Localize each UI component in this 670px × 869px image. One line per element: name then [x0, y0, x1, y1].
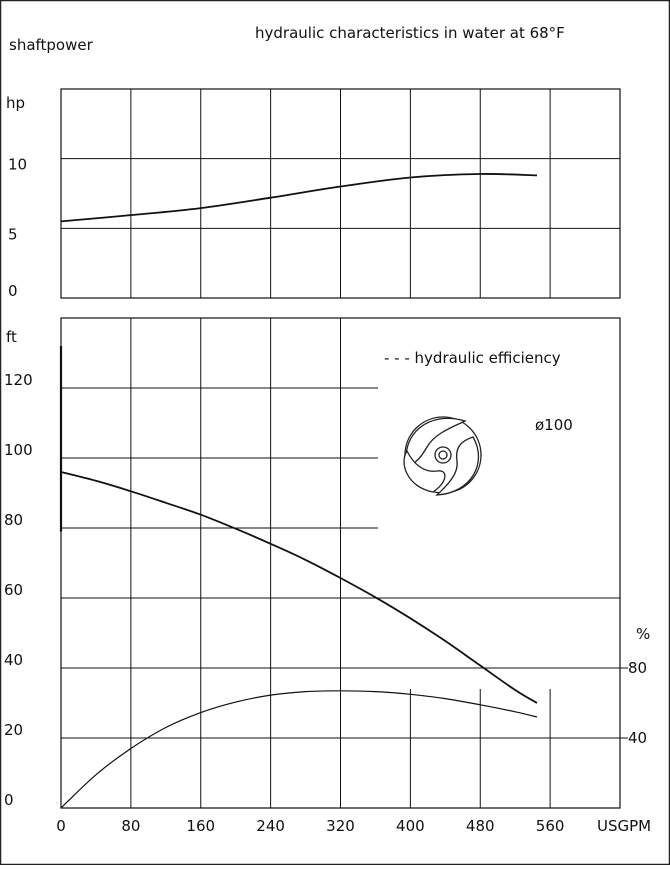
percent-tick-label: 80: [628, 659, 647, 677]
head-curve: [60, 471, 538, 704]
chart-title: hydraulic characteristics in water at 68…: [255, 24, 565, 42]
hp-tick-label: 5: [8, 225, 18, 243]
usgpm-tick-label: 80: [121, 817, 140, 835]
usgpm-tick-label: 0: [56, 817, 66, 835]
ft-tick-label: 80: [4, 511, 23, 529]
impeller-diameter-label: ø100: [535, 416, 573, 434]
percent-axis-label: %: [636, 625, 650, 643]
usgpm-tick-label: 400: [396, 817, 425, 835]
percent-tick-label: 40: [628, 729, 647, 747]
ft-axis-label: ft: [6, 328, 17, 346]
usgpm-tick-label: 560: [536, 817, 565, 835]
impeller-icon: [403, 416, 482, 496]
ft-tick-label: 0: [4, 791, 14, 809]
ft-tick-label: 40: [4, 651, 23, 669]
shaftpower-label: shaftpower: [9, 36, 94, 54]
usgpm-axis-label: USGPM: [597, 817, 651, 835]
efficiency-legend: - - - hydraulic efficiency: [384, 349, 561, 367]
efficiency-curve: [60, 690, 538, 809]
grid-layer: [59, 88, 628, 809]
ft-tick-label: 60: [4, 581, 23, 599]
usgpm-tick-label: 160: [186, 817, 215, 835]
shaftpower-curve: [60, 173, 538, 223]
ft-tick-label: 120: [4, 371, 33, 389]
ft-tick-label: 20: [4, 721, 23, 739]
usgpm-tick-label: 320: [326, 817, 355, 835]
usgpm-tick-label: 480: [466, 817, 495, 835]
ft-tick-label: 100: [4, 441, 33, 459]
usgpm-tick-label: 240: [256, 817, 285, 835]
hp-tick-label: 0: [8, 282, 18, 300]
hp-tick-label: 10: [8, 156, 27, 174]
data-series: [60, 173, 538, 809]
hp-axis-label: hp: [6, 94, 25, 112]
